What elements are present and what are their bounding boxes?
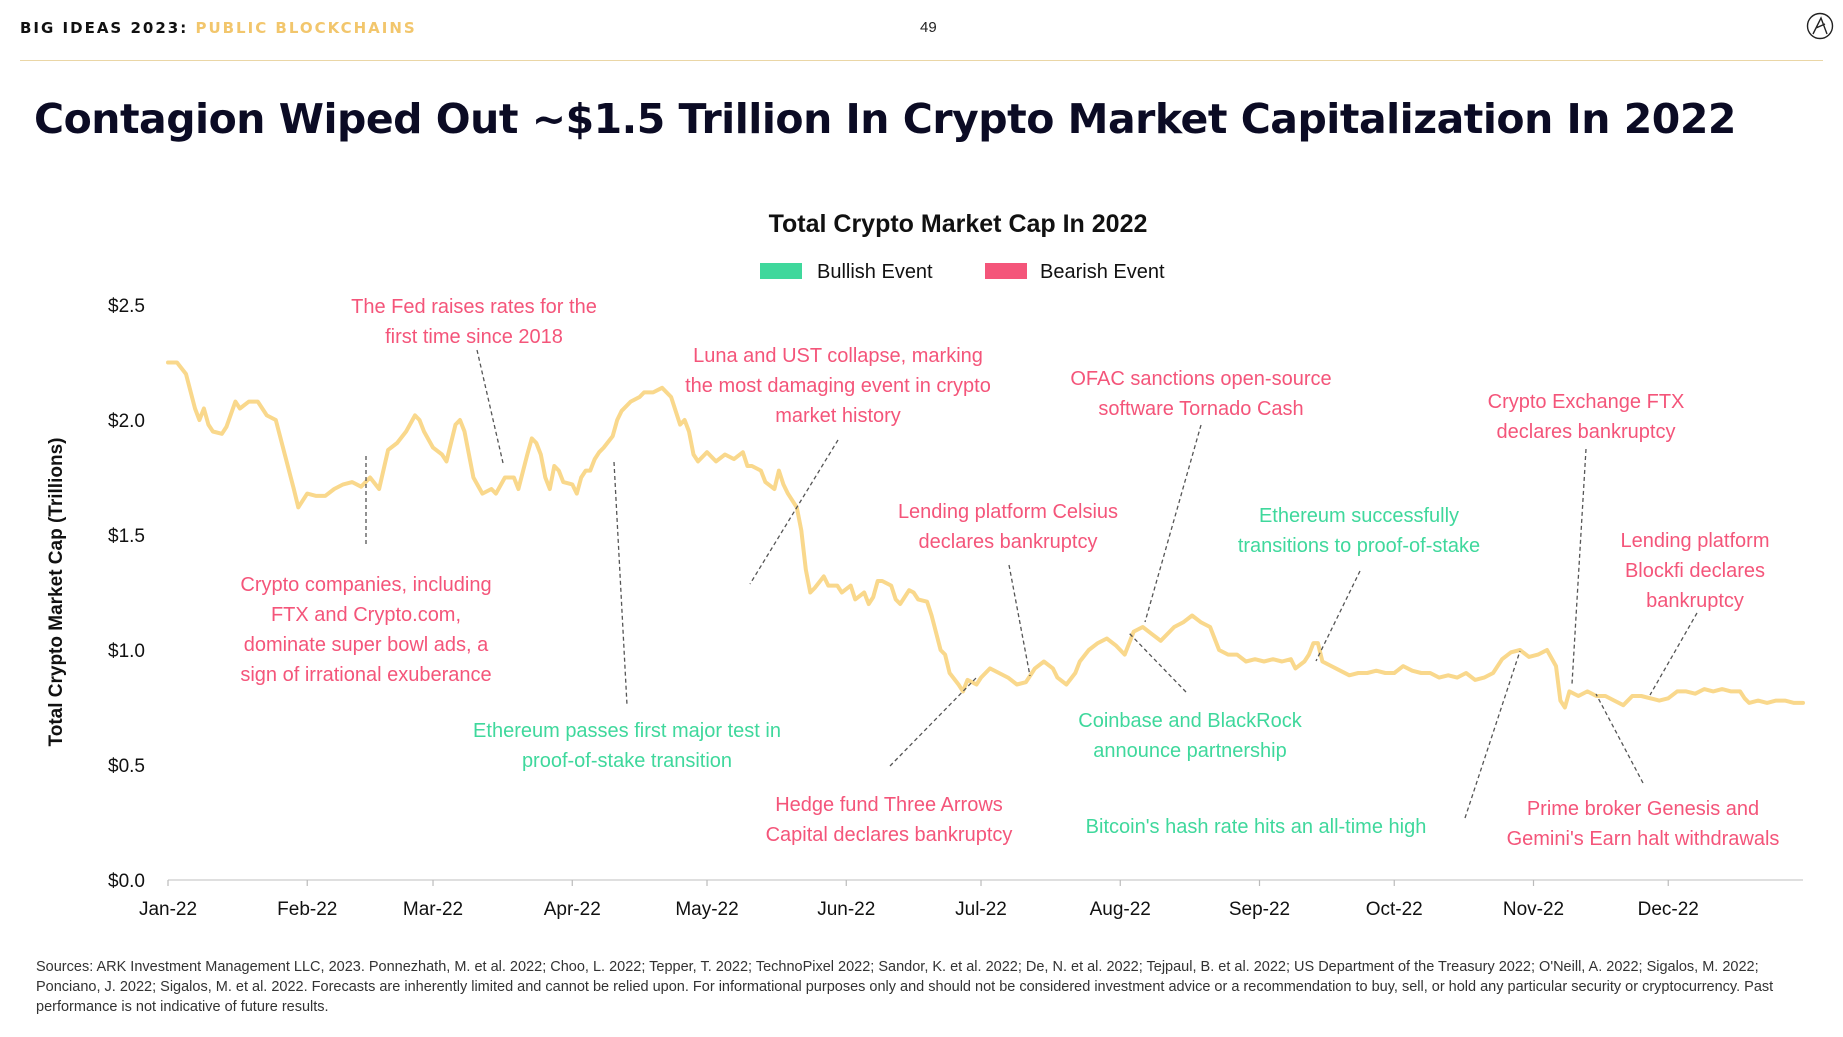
annotation-connector xyxy=(1315,570,1361,662)
annotation-bearish: Crypto companies, including FTX and Crypt… xyxy=(240,574,491,686)
annotation-line: declares bankruptcy xyxy=(919,531,1098,553)
x-tick-label: Sep-22 xyxy=(1229,899,1290,920)
x-tick-label: Oct-22 xyxy=(1366,899,1423,920)
y-tick-label: $0.0 xyxy=(108,871,145,892)
annotation-line: transitions to proof-of-stake xyxy=(1238,535,1480,557)
annotation-bearish: Prime broker Genesis and Gemini's Earn ha… xyxy=(1507,798,1780,850)
annotation-line: Ethereum passes first major test in xyxy=(473,720,781,742)
y-tick-label: $1.5 xyxy=(108,526,145,547)
annotation-connector xyxy=(1649,612,1698,696)
sources-footnote: Sources: ARK Investment Management LLC, … xyxy=(36,959,1774,1015)
annotation-line: Gemini's Earn halt withdrawals xyxy=(1507,828,1780,850)
annotation-line: first time since 2018 xyxy=(385,326,563,348)
annotation-line: Hedge fund Three Arrows xyxy=(775,794,1003,816)
x-tick-label: Mar-22 xyxy=(403,899,463,920)
annotation-bearish: Lending platform Blockfi declares bankrupt… xyxy=(1621,530,1770,612)
annotation-line: sign of irrational exuberance xyxy=(240,664,491,686)
annotation-line: Bitcoin's hash rate hits an all-time hig… xyxy=(1086,816,1427,838)
annotation-line: Crypto companies, including xyxy=(240,574,491,596)
page-title: Contagion Wiped Out ~$1.5 Trillion In Cr… xyxy=(34,95,1736,143)
annotation-bearish: OFAC sanctions open-source software Torna… xyxy=(1070,368,1331,420)
annotation-bullish: Ethereum passes first major test in proof… xyxy=(473,720,781,772)
annotation-line: Blockfi declares xyxy=(1625,560,1765,582)
legend: Bullish Event Bearish Event xyxy=(760,261,1165,283)
annotation-line: the most damaging event in crypto xyxy=(685,375,991,397)
y-ticks: $0.0 $0.5 $1.0 $1.5 $2.0 $2.5 xyxy=(108,296,145,892)
x-tick-label: Apr-22 xyxy=(544,899,601,920)
annotation-line: declares bankruptcy xyxy=(1497,421,1676,443)
y-tick-label: $2.0 xyxy=(108,411,145,432)
annotation-line: Lending platform xyxy=(1621,530,1770,552)
market-cap-line xyxy=(166,360,1805,710)
annotation-line: bankruptcy xyxy=(1646,590,1744,612)
annotation-line: Capital declares bankruptcy xyxy=(766,824,1013,846)
annotation-line: proof-of-stake transition xyxy=(522,750,732,772)
x-tick-label: Jul-22 xyxy=(955,899,1007,920)
x-tick-label: Feb-22 xyxy=(277,899,337,920)
annotation-bearish: Hedge fund Three Arrows Capital declares … xyxy=(766,794,1013,846)
annotation-connector xyxy=(1127,631,1187,693)
annotation-bullish: Coinbase and BlackRock announce partnersh… xyxy=(1078,710,1302,762)
ark-logo-icon xyxy=(1806,12,1834,40)
x-tick-label: Jan-22 xyxy=(139,899,197,920)
annotation-line: Ethereum successfully xyxy=(1259,505,1459,527)
y-tick-label: $2.5 xyxy=(108,296,145,317)
x-tick-label: Dec-22 xyxy=(1638,899,1699,920)
annotation-connector xyxy=(476,349,504,464)
x-tick-label: Aug-22 xyxy=(1090,899,1151,920)
annotation-line: Luna and UST collapse, marking xyxy=(693,345,983,367)
y-tick-label: $0.5 xyxy=(108,756,145,777)
annotation-line: Prime broker Genesis and xyxy=(1527,798,1759,820)
x-tick-label: May-22 xyxy=(675,899,738,920)
annotation-line: software Tornado Cash xyxy=(1098,398,1303,420)
annotation-connector xyxy=(749,439,839,585)
annotation-line: The Fed raises rates for the xyxy=(351,296,597,318)
legend-label-bearish: Bearish Event xyxy=(1040,261,1165,283)
y-tick-label: $1.0 xyxy=(108,641,145,662)
annotation-line: dominate super bowl ads, a xyxy=(244,634,489,656)
annotation-connectors xyxy=(365,349,1698,819)
annotation-bullish: Bitcoin's hash rate hits an all-time hig… xyxy=(1086,816,1427,838)
annotation-connector xyxy=(613,461,628,706)
annotation-line: market history xyxy=(775,405,901,427)
x-tick-label: Jun-22 xyxy=(817,899,875,920)
annotation-line: announce partnership xyxy=(1093,740,1286,762)
annotation-line: FTX and Crypto.com, xyxy=(271,604,461,626)
legend-swatch-bullish xyxy=(760,263,802,279)
annotation-connector xyxy=(1144,424,1202,623)
annotation-line: Coinbase and BlackRock xyxy=(1078,710,1302,732)
header-prefix: BIG IDEAS 2023: xyxy=(20,19,189,37)
annotations: The Fed raises rates for the first time s… xyxy=(240,296,1779,850)
annotation-connector xyxy=(1008,564,1031,677)
annotation-connector xyxy=(1571,448,1587,685)
annotation-line: OFAC sanctions open-source xyxy=(1070,368,1331,390)
chart-title: Total Crypto Market Cap In 2022 xyxy=(769,210,1148,238)
annotation-bearish: Crypto Exchange FTX declares bankruptcy xyxy=(1488,391,1685,443)
header-section: PUBLIC BLOCKCHAINS xyxy=(195,19,417,37)
x-ticks: Jan-22 Feb-22 Mar-22 Apr-22 May-22 Jun-22 Jul-… xyxy=(139,880,1699,920)
annotation-line: Crypto Exchange FTX xyxy=(1488,391,1685,413)
annotation-line: Lending platform Celsius xyxy=(898,501,1118,523)
annotation-connector xyxy=(1464,650,1521,819)
section-header: BIG IDEAS 2023: PUBLIC BLOCKCHAINS xyxy=(20,19,417,37)
x-tick-label: Nov-22 xyxy=(1503,899,1564,920)
annotation-bearish: The Fed raises rates for the first time s… xyxy=(351,296,597,348)
annotation-bullish: Ethereum successfully transitions to proo… xyxy=(1238,505,1480,557)
y-axis-label: Total Crypto Market Cap (Trillions) xyxy=(46,438,67,747)
legend-label-bullish: Bullish Event xyxy=(817,261,933,283)
annotation-bearish: Lending platform Celsius declares bankrup… xyxy=(898,501,1118,553)
page-number: 49 xyxy=(920,19,937,36)
header-divider xyxy=(20,60,1823,61)
market-cap-chart: Total Crypto Market Cap In 2022 Bullish … xyxy=(46,210,1805,920)
annotation-bearish: Luna and UST collapse, marking the most d… xyxy=(685,345,991,427)
legend-swatch-bearish xyxy=(985,263,1027,279)
annotation-connector xyxy=(1595,693,1644,784)
